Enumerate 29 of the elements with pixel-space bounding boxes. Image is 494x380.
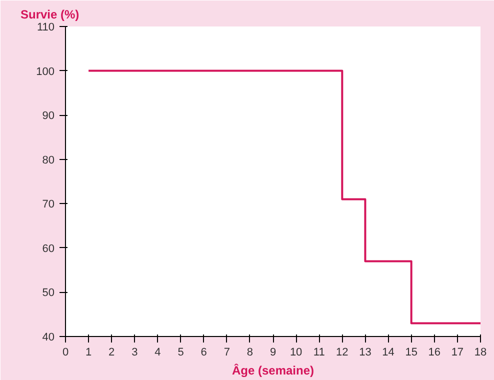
x-tick-label: 6: [200, 346, 207, 358]
x-tick-label: 2: [108, 346, 115, 358]
x-tick-label: 18: [474, 346, 487, 358]
x-tick-label: 10: [290, 346, 302, 358]
x-tick-label: 0: [62, 346, 69, 358]
y-axis-title: Survie (%): [20, 8, 80, 22]
x-tick-label: 16: [428, 346, 441, 358]
y-tick-label: 80: [42, 154, 55, 166]
x-tick-label: 15: [405, 346, 418, 358]
y-tick-label: 50: [42, 287, 55, 300]
x-tick-label: 17: [451, 346, 464, 358]
y-tick-label: 90: [42, 110, 55, 122]
y-tick-label: 60: [42, 242, 55, 255]
x-tick-label: 11: [313, 346, 325, 358]
x-tick-label: 14: [382, 346, 394, 358]
x-tick-label: 13: [359, 346, 372, 358]
x-axis-title: Âge (semaine): [232, 364, 314, 378]
x-tick-label: 12: [336, 346, 348, 358]
x-tick-label: 7: [224, 346, 230, 358]
x-tick-label: 9: [270, 346, 276, 358]
x-tick-label: 5: [178, 346, 184, 358]
x-tick-label: 3: [132, 346, 138, 358]
y-tick-label: 40: [42, 332, 55, 344]
y-tick-label: 100: [36, 66, 55, 78]
x-tick-label: 8: [246, 346, 254, 358]
x-tick-label: 1: [85, 346, 92, 358]
x-tick-label: 4: [154, 346, 161, 358]
y-tick-label: 70: [42, 198, 55, 211]
y-tick-label: 110: [36, 22, 55, 34]
